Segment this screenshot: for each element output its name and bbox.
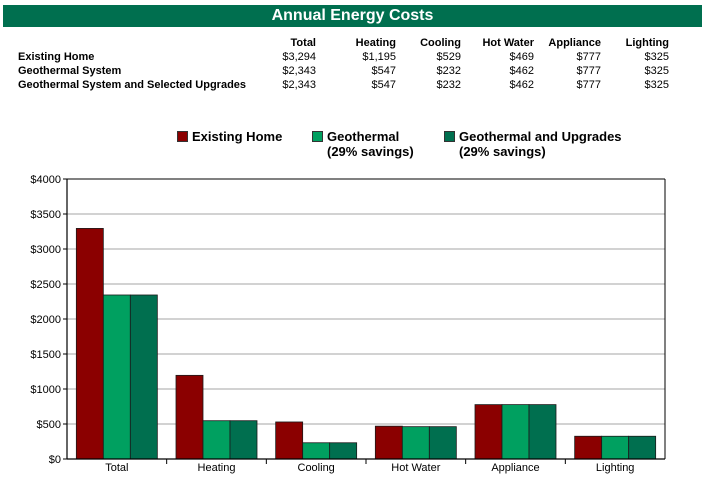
table-cell: $462	[509, 79, 534, 91]
table-cell: $529	[436, 51, 461, 63]
y-tick-label: $3000	[30, 244, 61, 256]
table-cell: $462	[509, 65, 534, 77]
table-cell: $547	[371, 65, 396, 77]
legend-label: Geothermal and Upgrades	[459, 129, 622, 144]
row-label: Existing Home	[18, 51, 95, 63]
bar	[75, 228, 104, 460]
table-cell: $325	[644, 51, 669, 63]
x-tick-label: Hot Water	[391, 462, 440, 474]
legend-label: Geothermal	[327, 129, 400, 144]
bar	[329, 442, 358, 460]
table-cell: $3,294	[282, 51, 316, 63]
x-tick-label: Appliance	[491, 462, 539, 474]
legend-swatch	[444, 131, 455, 142]
table-row: Existing Home $3,294 $1,195 $529 $469 $7…	[18, 50, 669, 64]
table-cell: $547	[371, 79, 396, 91]
row-label: Geothermal System and Selected Upgrades	[18, 79, 247, 91]
y-tick-label: $500	[37, 419, 61, 431]
cost-table: Total Heating Cooling Hot Water Applianc…	[18, 36, 669, 92]
bar	[102, 294, 131, 460]
y-tick-label: $0	[49, 454, 61, 466]
y-tick-label: $1000	[30, 384, 61, 396]
table-cell: $325	[644, 65, 669, 77]
column-header: Total	[290, 37, 316, 49]
column-header: Heating	[355, 37, 396, 49]
x-tick-label: Cooling	[298, 462, 335, 474]
bar	[302, 442, 331, 460]
bar	[275, 421, 304, 460]
column-header: Cooling	[420, 37, 461, 49]
table-row: Geothermal System and Selected Upgrades …	[18, 78, 669, 92]
bar	[474, 404, 503, 460]
table-cell: $232	[436, 65, 461, 77]
table-cell: $469	[509, 51, 534, 63]
bar	[401, 426, 430, 460]
bar	[202, 420, 231, 460]
column-header: Hot Water	[482, 37, 534, 49]
y-tick-label: $1500	[30, 349, 61, 361]
y-tick-label: $2000	[30, 314, 61, 326]
bar	[129, 294, 158, 460]
y-tick-label: $2500	[30, 279, 61, 291]
x-tick-label: Total	[105, 462, 128, 474]
table-cell: $2,343	[282, 65, 316, 77]
table-cell: $1,195	[362, 51, 396, 63]
legend-label: Existing Home	[192, 129, 283, 144]
table-cell: $777	[576, 65, 601, 77]
column-header: Appliance	[548, 37, 601, 49]
bar	[574, 435, 603, 460]
table-row: Geothermal System $2,343 $547 $232 $462 …	[18, 64, 669, 78]
table-header-row: Total Heating Cooling Hot Water Applianc…	[18, 36, 669, 50]
table-cell: $325	[644, 79, 669, 91]
bar	[628, 435, 657, 460]
bar	[175, 374, 204, 460]
table-cell: $2,343	[282, 79, 316, 91]
table-cell: $777	[576, 79, 601, 91]
bar	[601, 435, 630, 460]
table-cell: $232	[436, 79, 461, 91]
chart-title-banner: Annual Energy Costs	[3, 5, 702, 27]
bar	[501, 404, 530, 460]
x-tick-label: Heating	[198, 462, 236, 474]
legend-swatch	[312, 131, 323, 142]
bar	[229, 420, 258, 460]
column-header: Lighting	[625, 37, 669, 49]
bar	[428, 426, 457, 460]
bar	[374, 425, 403, 460]
legend-swatch	[177, 131, 188, 142]
table-cell: $777	[576, 51, 601, 63]
legend-sublabel: (29% savings)	[459, 144, 546, 159]
x-tick-label: Lighting	[596, 462, 635, 474]
legend-sublabel: (29% savings)	[327, 144, 414, 159]
y-tick-label: $4000	[30, 174, 61, 186]
bar	[528, 404, 557, 460]
row-label: Geothermal System	[18, 65, 122, 77]
y-tick-label: $3500	[30, 209, 61, 221]
